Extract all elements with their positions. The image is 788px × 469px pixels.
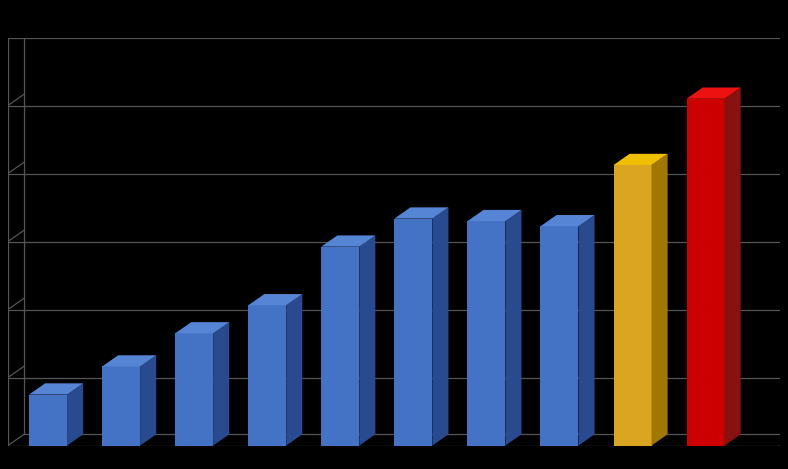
Polygon shape	[175, 322, 229, 333]
Polygon shape	[140, 356, 156, 446]
Polygon shape	[652, 154, 667, 446]
Polygon shape	[175, 333, 214, 446]
Polygon shape	[578, 215, 595, 446]
Polygon shape	[248, 305, 286, 446]
Polygon shape	[394, 219, 433, 446]
Polygon shape	[686, 88, 741, 99]
Polygon shape	[286, 294, 303, 446]
Polygon shape	[29, 383, 83, 394]
Polygon shape	[359, 235, 375, 446]
Polygon shape	[248, 294, 303, 305]
Polygon shape	[614, 154, 667, 165]
Polygon shape	[467, 210, 522, 221]
Polygon shape	[67, 383, 83, 446]
Polygon shape	[322, 235, 375, 247]
Polygon shape	[541, 226, 578, 446]
Polygon shape	[29, 394, 67, 446]
Polygon shape	[394, 207, 448, 219]
Polygon shape	[322, 247, 359, 446]
Polygon shape	[467, 221, 505, 446]
Polygon shape	[725, 88, 741, 446]
Polygon shape	[102, 356, 156, 366]
Polygon shape	[505, 210, 522, 446]
Polygon shape	[214, 322, 229, 446]
Polygon shape	[102, 366, 140, 446]
Polygon shape	[541, 215, 595, 226]
Polygon shape	[686, 99, 725, 446]
Polygon shape	[433, 207, 448, 446]
Polygon shape	[614, 165, 652, 446]
